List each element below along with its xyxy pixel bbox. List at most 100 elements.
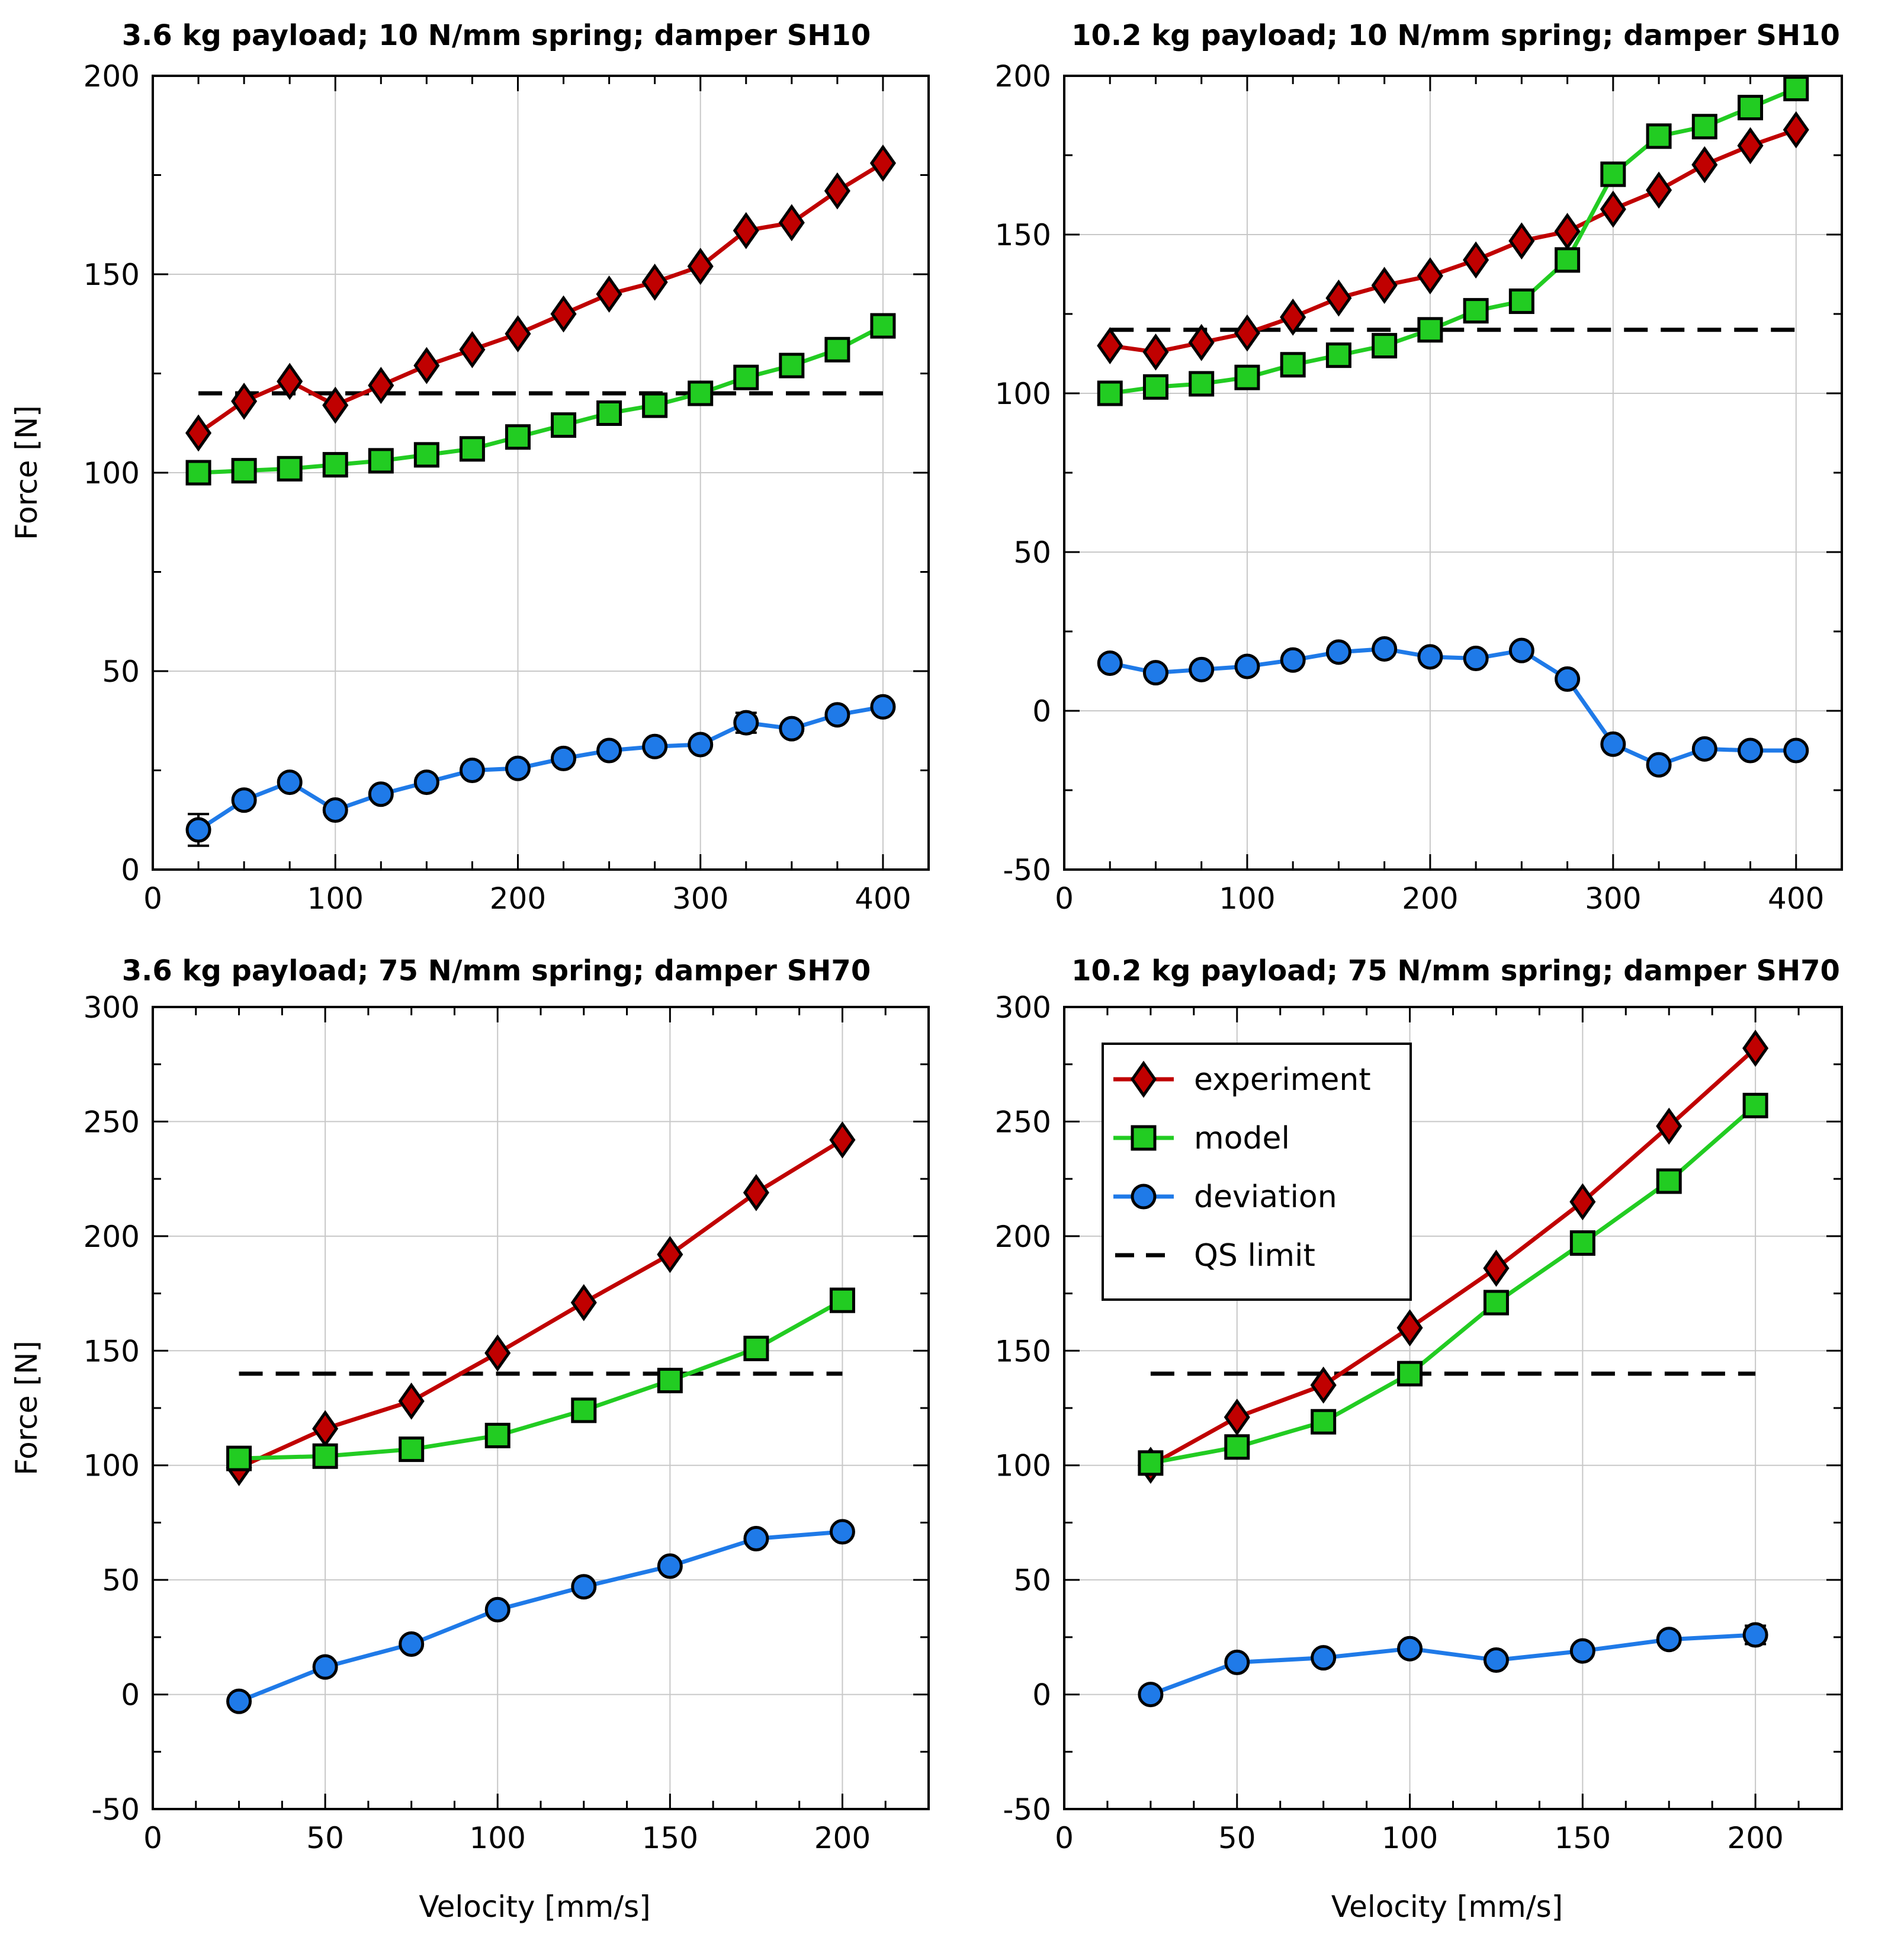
x-tick-label: 0 bbox=[143, 881, 162, 916]
data-point-model bbox=[1280, 352, 1306, 378]
data-point-deviation bbox=[779, 716, 805, 742]
chart-panel-3: 3.6 kg payload; 75 N/mm spring; damper S… bbox=[9, 954, 930, 1924]
data-point-model bbox=[1189, 371, 1215, 397]
data-point-experiment bbox=[368, 367, 394, 404]
plot-frame bbox=[1063, 1006, 1843, 1810]
data-point-deviation bbox=[743, 1526, 769, 1552]
data-point-model bbox=[642, 392, 668, 418]
data-point-experiment bbox=[413, 347, 440, 384]
data-point-model bbox=[733, 364, 759, 390]
data-point-model bbox=[484, 1422, 510, 1448]
data-point-model bbox=[312, 1443, 338, 1469]
data-point-experiment bbox=[1508, 222, 1535, 260]
data-point-deviation bbox=[1224, 1649, 1250, 1675]
data-point-experiment bbox=[231, 383, 258, 420]
data-point-deviation bbox=[1569, 1638, 1595, 1664]
y-tick-label: 300 bbox=[84, 990, 140, 1025]
x-tick-label: 200 bbox=[490, 881, 546, 916]
plot-frame bbox=[152, 1006, 930, 1810]
data-point-model bbox=[1463, 298, 1489, 324]
data-point-deviation bbox=[1097, 650, 1123, 676]
y-tick-label: 100 bbox=[995, 377, 1051, 411]
data-point-model bbox=[1097, 380, 1123, 406]
data-point-model bbox=[1646, 123, 1672, 149]
data-point-deviation bbox=[1142, 660, 1168, 686]
y-tick-label: 250 bbox=[84, 1105, 140, 1139]
chart-title: 3.6 kg payload; 10 N/mm spring; damper S… bbox=[122, 19, 871, 52]
data-point-deviation bbox=[322, 797, 348, 823]
data-point-deviation bbox=[1742, 1622, 1768, 1648]
data-point-experiment bbox=[829, 1121, 856, 1159]
data-point-experiment bbox=[1234, 314, 1260, 352]
data-point-deviation bbox=[1372, 636, 1398, 662]
data-point-experiment bbox=[185, 414, 212, 452]
chart-title: 10.2 kg payload; 75 N/mm spring; damper … bbox=[1071, 954, 1840, 987]
chart-panel-1: 3.6 kg payload; 10 N/mm spring; damper S… bbox=[9, 19, 930, 916]
data-point-deviation bbox=[1783, 737, 1809, 764]
series-line-experiment bbox=[1109, 127, 1797, 354]
data-point-deviation bbox=[829, 1519, 855, 1545]
data-point-deviation bbox=[459, 758, 485, 783]
data-point-experiment bbox=[1396, 1309, 1423, 1346]
data-point-experiment bbox=[1742, 1030, 1769, 1067]
y-tick-label: 100 bbox=[84, 1449, 140, 1483]
series-line-model bbox=[1150, 1104, 1757, 1465]
data-point-experiment bbox=[277, 363, 303, 400]
data-point-deviation bbox=[1325, 639, 1351, 665]
data-point-experiment bbox=[398, 1383, 425, 1420]
data-point-model bbox=[657, 1368, 683, 1394]
y-tick-label: 150 bbox=[84, 1334, 140, 1368]
y-axis-label: Force [N] bbox=[9, 405, 44, 540]
data-point-experiment bbox=[1656, 1107, 1683, 1145]
legend: experiment model deviation QS limit bbox=[1102, 1043, 1412, 1301]
x-tick-label: 100 bbox=[307, 881, 364, 916]
data-point-model bbox=[1483, 1290, 1509, 1316]
data-point-model bbox=[1325, 342, 1351, 368]
data-point-deviation bbox=[571, 1574, 597, 1600]
data-point-deviation bbox=[1508, 637, 1534, 663]
series-line-deviation bbox=[197, 704, 884, 832]
y-tick-label: 200 bbox=[995, 59, 1051, 94]
x-tick-label: 300 bbox=[672, 881, 728, 916]
data-point-deviation bbox=[1656, 1627, 1682, 1653]
data-point-deviation bbox=[1483, 1647, 1509, 1673]
data-point-experiment bbox=[1783, 111, 1809, 149]
data-point-model bbox=[1138, 1450, 1164, 1476]
y-tick-label: 50 bbox=[102, 655, 140, 689]
x-tick-label: 150 bbox=[1555, 1821, 1611, 1855]
data-point-model bbox=[231, 458, 257, 484]
legend-marker-deviation bbox=[1131, 1184, 1157, 1210]
y-axis-label: Force [N] bbox=[9, 1340, 44, 1476]
data-point-model bbox=[1224, 1434, 1250, 1460]
data-point-deviation bbox=[1189, 656, 1215, 682]
data-point-deviation bbox=[413, 769, 439, 796]
y-tick-label: 150 bbox=[995, 1334, 1051, 1368]
data-point-experiment bbox=[505, 315, 531, 352]
y-tick-label: 200 bbox=[84, 59, 140, 94]
data-point-model bbox=[1142, 374, 1168, 400]
data-point-model bbox=[368, 448, 394, 474]
data-point-deviation bbox=[1738, 737, 1764, 764]
x-tick-label: 400 bbox=[1768, 881, 1824, 916]
data-point-experiment bbox=[733, 211, 759, 249]
x-tick-label: 400 bbox=[855, 881, 911, 916]
data-point-experiment bbox=[322, 386, 349, 424]
data-point-model bbox=[551, 412, 577, 438]
data-point-model bbox=[1783, 75, 1809, 101]
data-point-experiment bbox=[1691, 146, 1718, 184]
data-point-deviation bbox=[596, 737, 622, 764]
data-point-model bbox=[688, 380, 714, 406]
data-point-model bbox=[1691, 114, 1717, 140]
y-tick-label: 200 bbox=[995, 1220, 1051, 1254]
y-tick-label: 100 bbox=[995, 1449, 1051, 1483]
data-point-experiment bbox=[1737, 127, 1764, 165]
x-tick-label: 0 bbox=[1055, 881, 1074, 916]
data-point-model bbox=[1417, 317, 1443, 343]
series-line-experiment bbox=[238, 1138, 844, 1470]
series-line-model bbox=[198, 323, 884, 475]
chart-title: 3.6 kg payload; 75 N/mm spring; damper S… bbox=[122, 954, 871, 987]
data-point-experiment bbox=[1483, 1249, 1510, 1287]
series-line-model bbox=[1109, 86, 1797, 396]
y-tick-label: 50 bbox=[1013, 535, 1051, 570]
chart-panel-2: 10.2 kg payload; 10 N/mm spring; damper … bbox=[995, 19, 1843, 916]
